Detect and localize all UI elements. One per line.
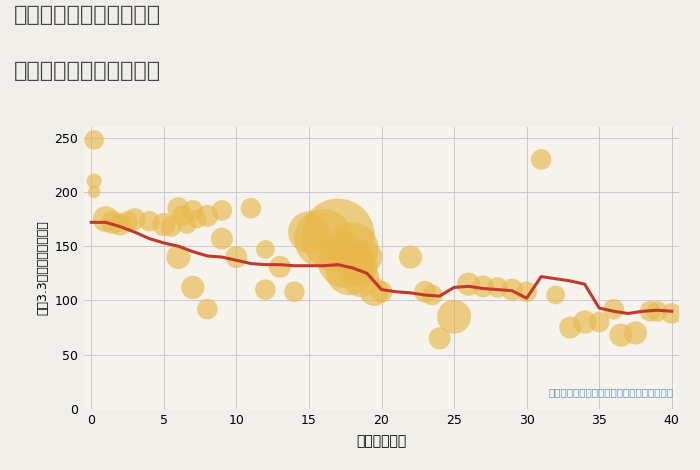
Point xyxy=(245,204,256,212)
Point xyxy=(376,288,387,296)
Point xyxy=(332,232,344,239)
Point xyxy=(289,288,300,296)
Point xyxy=(434,335,445,342)
Point xyxy=(165,223,176,230)
Point xyxy=(89,136,100,144)
Point xyxy=(351,262,363,269)
Point xyxy=(100,215,111,223)
X-axis label: 築年数（年）: 築年数（年） xyxy=(356,434,407,448)
Point xyxy=(181,221,193,228)
Point xyxy=(107,219,118,226)
Point xyxy=(594,318,605,326)
Point xyxy=(177,212,188,219)
Point xyxy=(507,286,518,293)
Point xyxy=(130,215,141,223)
Point xyxy=(369,288,380,296)
Point xyxy=(356,275,367,282)
Point xyxy=(427,291,438,299)
Point xyxy=(405,253,416,261)
Point xyxy=(492,284,503,291)
Point xyxy=(361,253,372,261)
Text: 円の大きさは、取引のあった物件面積を示す: 円の大きさは、取引のあった物件面積を示す xyxy=(548,388,673,398)
Point xyxy=(579,318,590,326)
Point xyxy=(615,331,626,339)
Point xyxy=(347,244,358,252)
Point xyxy=(216,207,228,214)
Point xyxy=(202,306,213,313)
Point xyxy=(89,188,100,196)
Point xyxy=(645,307,656,315)
Point xyxy=(608,306,620,313)
Point xyxy=(419,288,430,296)
Y-axis label: 坪（3.3㎡）単価（万円）: 坪（3.3㎡）単価（万円） xyxy=(36,220,49,315)
Point xyxy=(340,257,351,264)
Point xyxy=(260,286,271,293)
Point xyxy=(630,329,641,337)
Point xyxy=(231,253,242,261)
Point xyxy=(318,235,329,243)
Point xyxy=(550,291,561,299)
Point xyxy=(536,156,547,163)
Point xyxy=(303,228,314,236)
Point xyxy=(115,221,126,228)
Point xyxy=(192,215,203,223)
Point xyxy=(666,310,678,317)
Point xyxy=(260,246,271,253)
Point xyxy=(122,218,133,225)
Text: 築年数別中古戸建て価格: 築年数別中古戸建て価格 xyxy=(14,61,161,81)
Point xyxy=(89,177,100,185)
Point xyxy=(521,288,532,296)
Point xyxy=(565,324,576,331)
Point xyxy=(463,281,474,288)
Point xyxy=(173,253,184,261)
Point xyxy=(477,282,489,290)
Point xyxy=(173,204,184,212)
Point xyxy=(344,267,355,275)
Text: 東京都江戸川区東瑞江の: 東京都江戸川区東瑞江の xyxy=(14,5,161,25)
Point xyxy=(216,235,228,243)
Point xyxy=(187,207,198,214)
Point xyxy=(449,313,460,321)
Point xyxy=(274,263,286,271)
Point xyxy=(144,218,155,225)
Point xyxy=(158,221,169,228)
Point xyxy=(202,212,213,219)
Point xyxy=(187,284,198,291)
Point xyxy=(652,307,663,315)
